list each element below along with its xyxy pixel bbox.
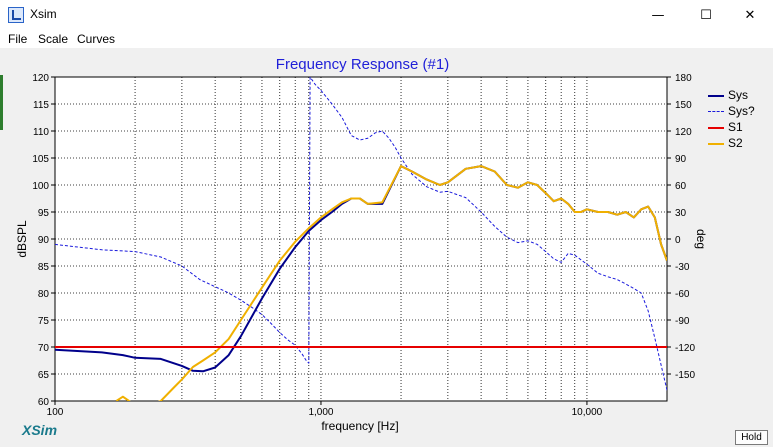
y2-tick-label: 60 [675,181,687,192]
y2-tick-label: 150 [675,100,692,111]
y2-tick-label: -30 [675,262,690,273]
legend-label: Sys [728,88,749,102]
minimize-button[interactable]: — [651,7,665,23]
legend-swatch [708,95,724,97]
y2-tick-label: 90 [675,154,687,165]
y-tick-label: 105 [32,154,49,165]
x-tick-label: 100 [47,407,64,418]
x-tick-label: 1,000 [308,407,333,418]
y2-tick-label: -60 [675,289,690,300]
hold-button[interactable]: Hold [735,430,768,445]
xsim-app-icon [8,7,24,23]
y-tick-label: 110 [33,127,49,138]
legend-swatch [708,127,724,129]
series-s2-line [115,165,667,401]
y-tick-label: 90 [38,235,50,246]
window-edge-accent [0,75,3,130]
window-title: Xsim [30,7,57,21]
y2-tick-label: 30 [675,208,687,219]
menu-bar: File Scale Curves [0,30,773,48]
legend-label: Sys? [728,104,755,118]
y-tick-label: 85 [38,262,50,273]
y-tick-label: 115 [33,100,49,111]
y-tick-label: 75 [38,316,50,327]
close-button[interactable]: ✕ [744,7,756,23]
y-tick-label: 95 [38,208,50,219]
y-tick-label: 70 [38,343,50,354]
legend-label: S1 [728,120,743,134]
x-axis-label: frequency [Hz] [321,419,399,433]
y-tick-label: 80 [38,289,50,300]
menu-scale[interactable]: Scale [38,32,69,46]
legend-swatch [708,143,724,145]
y-tick-label: 100 [32,181,49,192]
legend-swatch [708,111,724,112]
y2-tick-label: -90 [675,316,690,327]
y2-tick-label: -120 [675,343,695,354]
y2-axis-label: deg [694,229,708,249]
y2-tick-label: 120 [675,127,692,138]
menu-curves[interactable]: Curves [77,32,116,46]
legend-label: S2 [728,136,743,150]
y2-tick-label: 180 [675,73,692,84]
chart-title: Frequency Response (#1) [275,56,450,73]
y-tick-label: 65 [38,370,50,381]
title-bar: Xsim — ☐ ✕ [0,0,773,30]
y-axis-label: dBSPL [15,220,29,258]
y2-tick-label: 0 [675,235,681,246]
xsim-brand-label: XSim [22,422,58,438]
maximize-button[interactable]: ☐ [700,7,712,23]
x-tick-label: 10,000 [572,407,603,418]
menu-file[interactable]: File [8,32,28,46]
y-tick-label: 120 [32,73,49,84]
y2-tick-label: -150 [675,370,695,381]
y-tick-label: 60 [38,397,50,408]
